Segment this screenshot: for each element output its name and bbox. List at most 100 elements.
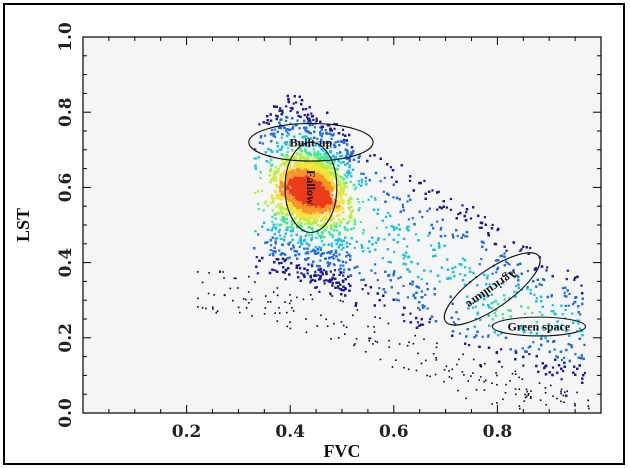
data-point bbox=[322, 141, 325, 145]
data-point bbox=[447, 276, 450, 280]
data-point bbox=[469, 217, 473, 220]
data-point bbox=[319, 133, 322, 136]
data-point bbox=[295, 101, 298, 104]
data-point bbox=[291, 238, 294, 241]
data-point bbox=[341, 288, 344, 292]
data-point bbox=[315, 236, 318, 239]
data-point bbox=[298, 95, 301, 98]
data-point bbox=[350, 274, 353, 277]
data-point bbox=[286, 131, 289, 134]
data-point bbox=[356, 265, 359, 268]
data-point bbox=[487, 314, 490, 317]
data-point bbox=[482, 303, 485, 306]
data-point bbox=[526, 269, 530, 273]
data-point bbox=[318, 144, 321, 148]
data-point bbox=[367, 247, 370, 250]
data-point bbox=[544, 335, 547, 338]
data-point bbox=[564, 304, 567, 307]
data-point bbox=[312, 148, 315, 151]
data-point bbox=[524, 350, 527, 353]
data-point bbox=[297, 241, 300, 244]
data-point bbox=[325, 279, 328, 282]
data-point bbox=[325, 161, 328, 164]
data-point bbox=[273, 132, 276, 135]
data-point bbox=[415, 285, 418, 288]
data-point bbox=[317, 274, 320, 277]
data-point bbox=[257, 156, 260, 159]
data-point bbox=[271, 215, 274, 219]
data-point bbox=[496, 268, 499, 271]
data-point bbox=[280, 252, 284, 255]
data-point bbox=[433, 248, 436, 251]
data-point bbox=[533, 293, 536, 296]
data-point bbox=[320, 148, 323, 151]
data-point bbox=[327, 140, 330, 144]
data-point bbox=[559, 350, 563, 353]
data-point bbox=[496, 284, 499, 287]
data-point bbox=[346, 222, 349, 225]
data-point bbox=[423, 269, 426, 272]
data-point bbox=[462, 233, 465, 237]
data-point bbox=[407, 218, 410, 221]
data-point bbox=[423, 305, 426, 308]
data-point bbox=[457, 213, 460, 216]
data-point bbox=[309, 124, 312, 127]
data-point bbox=[376, 212, 379, 215]
data-point bbox=[468, 344, 471, 347]
data-point bbox=[563, 291, 566, 294]
data-point bbox=[352, 150, 355, 153]
data-point bbox=[305, 258, 308, 261]
data-point bbox=[525, 246, 528, 249]
data-point bbox=[551, 275, 554, 278]
data-point bbox=[577, 311, 580, 314]
data-point bbox=[388, 274, 391, 277]
data-point bbox=[293, 95, 296, 98]
data-point bbox=[299, 239, 302, 242]
data-point bbox=[406, 227, 409, 231]
data-point bbox=[520, 272, 523, 275]
data-point bbox=[321, 252, 324, 255]
data-point bbox=[424, 197, 427, 200]
data-point bbox=[320, 254, 323, 257]
data-point bbox=[295, 264, 298, 267]
data-point bbox=[263, 201, 266, 205]
data-point bbox=[340, 185, 343, 188]
data-point bbox=[428, 321, 431, 324]
density-points bbox=[197, 94, 590, 410]
data-point bbox=[508, 263, 511, 266]
data-point bbox=[275, 105, 278, 108]
data-point bbox=[514, 295, 517, 298]
data-point bbox=[348, 289, 351, 292]
data-point bbox=[509, 309, 512, 312]
data-point bbox=[342, 264, 345, 267]
chart-figure: Built-up Fallow Agriculture Green space 0.2… bbox=[3, 3, 625, 465]
data-point bbox=[284, 218, 287, 221]
data-point bbox=[342, 138, 346, 142]
data-point bbox=[278, 228, 281, 231]
data-point bbox=[424, 293, 427, 296]
data-point bbox=[261, 256, 264, 260]
data-point bbox=[266, 228, 269, 231]
data-point bbox=[342, 289, 345, 292]
data-point bbox=[285, 154, 288, 157]
data-point bbox=[311, 123, 314, 126]
data-point bbox=[397, 233, 400, 237]
data-point bbox=[565, 278, 568, 281]
data-point bbox=[281, 270, 284, 274]
data-point bbox=[295, 250, 298, 253]
data-point bbox=[280, 118, 283, 121]
data-point bbox=[461, 204, 464, 207]
data-point bbox=[567, 304, 570, 307]
data-point bbox=[351, 168, 355, 171]
data-point bbox=[329, 223, 332, 226]
data-point bbox=[313, 126, 316, 129]
data-point bbox=[325, 141, 328, 144]
data-point bbox=[426, 288, 429, 291]
data-point bbox=[567, 343, 570, 346]
data-point bbox=[454, 266, 457, 269]
data-point bbox=[345, 149, 348, 152]
data-point bbox=[304, 252, 307, 255]
data-point bbox=[344, 287, 347, 291]
data-point bbox=[479, 318, 482, 321]
data-point bbox=[284, 232, 287, 235]
